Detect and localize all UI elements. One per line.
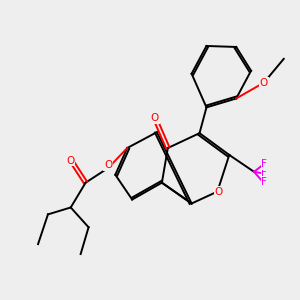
Text: O: O	[66, 155, 74, 166]
Text: O: O	[260, 78, 268, 88]
Text: O: O	[215, 187, 223, 196]
Text: F: F	[262, 168, 267, 178]
Text: O: O	[104, 160, 112, 170]
Text: F: F	[262, 177, 267, 187]
Text: F: F	[262, 159, 267, 170]
Text: O: O	[151, 113, 159, 123]
